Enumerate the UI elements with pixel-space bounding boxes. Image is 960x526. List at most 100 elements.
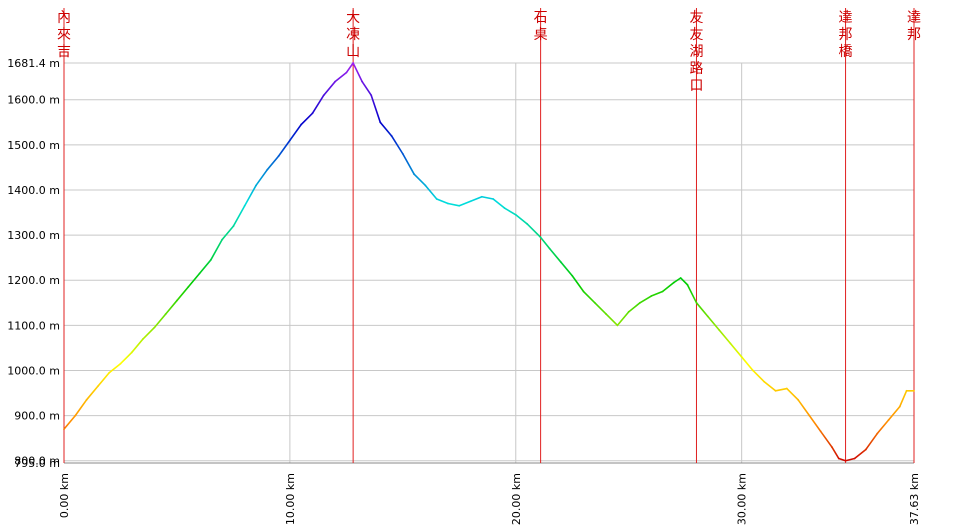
elevation-point: [209, 259, 212, 261]
elevation-point: [85, 398, 88, 401]
elevation-point: [379, 121, 382, 124]
y-tick-label: 1400.0 m: [7, 184, 60, 197]
waypoint-label: 內來吉: [57, 10, 71, 60]
elevation-point: [345, 71, 348, 74]
elevation-point: [334, 80, 336, 83]
waypoint-label-char: 邦: [839, 27, 853, 43]
waypoint-label-char: 來: [57, 27, 71, 43]
elevation-point: [63, 428, 65, 431]
elevation-point: [458, 204, 461, 207]
elevation-point: [447, 202, 449, 205]
y-tick-label: 1100.0 m: [7, 319, 60, 332]
elevation-point: [243, 204, 246, 207]
elevation-point: [627, 310, 630, 313]
elevation-point: [96, 385, 99, 388]
elevation-point: [526, 222, 528, 225]
elevation-point: [752, 369, 754, 372]
elevation-point: [390, 134, 393, 137]
elevation-point: [785, 387, 788, 390]
waypoint-label-char: 友: [689, 10, 703, 26]
elevation-point: [661, 290, 664, 293]
y-tick-label: 1681.4 m: [7, 57, 60, 70]
waypoint-label-char: 吉: [57, 44, 71, 60]
elevation-point: [695, 301, 698, 304]
waypoint-label: 石桌: [534, 10, 548, 43]
waypoint-label-char: 達: [907, 10, 921, 26]
elevation-point: [142, 338, 144, 340]
x-tick-label: 10.00 km: [284, 473, 297, 525]
elevation-point: [480, 195, 483, 198]
elevation-point: [300, 123, 303, 126]
elevation-point: [176, 299, 178, 302]
elevation-point: [605, 313, 608, 315]
elevation-point: [164, 313, 167, 315]
waypoint-label: 達邦橋: [839, 10, 853, 60]
elevation-point: [322, 94, 325, 97]
y-tick-label: 1300.0 m: [7, 229, 60, 242]
elevation-point: [593, 301, 596, 304]
elevation-point: [774, 389, 777, 392]
elevation-point: [469, 200, 472, 203]
waypoint-label-char: 橋: [839, 44, 853, 60]
elevation-point: [831, 446, 833, 449]
elevation-point: [311, 112, 314, 115]
elevation-point: [844, 459, 847, 462]
waypoint-label-char: 桌: [534, 27, 548, 43]
waypoint-label-char: 友: [689, 27, 703, 43]
elevation-point: [837, 457, 840, 460]
elevation-point: [370, 94, 373, 97]
elevation-point: [435, 198, 438, 200]
elevation-point: [718, 328, 720, 331]
elevation-point: [740, 356, 743, 358]
axes: [63, 63, 914, 464]
waypoint-label-char: 凍: [346, 27, 360, 43]
elevation-point: [232, 225, 235, 227]
waypoint-label: 大凍山: [346, 10, 360, 60]
x-tick-label: 30.00 km: [736, 473, 749, 525]
elevation-point: [905, 389, 908, 392]
elevation-point: [514, 213, 517, 216]
elevation-point: [864, 448, 867, 451]
x-tick-label: 37.63 km: [908, 473, 921, 525]
waypoint-label-char: 山: [346, 44, 360, 60]
elevation-point: [706, 315, 709, 318]
waypoint-label-char: 邦: [907, 27, 921, 43]
elevation-point: [413, 173, 416, 176]
elevation-point: [153, 326, 156, 329]
x-tick-label: 0.00 km: [58, 473, 71, 518]
waypoint-label-char: 達: [839, 10, 853, 26]
y-tick-label: 800.0 m: [14, 455, 60, 468]
x-tick-label: 20.00 km: [510, 473, 523, 525]
waypoint-label-char: 石: [534, 10, 548, 26]
elevation-point: [639, 301, 641, 304]
elevation-point: [548, 247, 551, 250]
elevation-series-line: [63, 62, 914, 462]
elevation-line: [63, 62, 915, 462]
waypoint-label-char: 內: [57, 10, 71, 26]
elevation-point: [808, 414, 811, 417]
elevation-point: [187, 286, 190, 288]
elevation-point: [763, 380, 766, 383]
elevation-point: [819, 430, 822, 433]
elevation-point: [277, 155, 280, 158]
elevation-point: [582, 290, 585, 293]
elevation-point: [729, 342, 732, 345]
elevation-point: [108, 371, 111, 374]
elevation-point: [255, 184, 257, 187]
elevation-point: [650, 295, 653, 297]
grid: [63, 62, 915, 464]
elevation-point: [853, 457, 856, 460]
elevation-point: [266, 168, 269, 171]
elevation-point: [74, 414, 77, 417]
elevation-point: [119, 362, 122, 365]
elevation-point: [503, 207, 506, 209]
y-tick-label: 1200.0 m: [7, 274, 60, 287]
waypoint-label: 達邦: [907, 10, 921, 43]
y-tick-label: 795.0 m: [14, 457, 60, 470]
elevation-point: [560, 261, 562, 264]
elevation-point: [130, 351, 133, 354]
elevation-point: [539, 236, 542, 239]
